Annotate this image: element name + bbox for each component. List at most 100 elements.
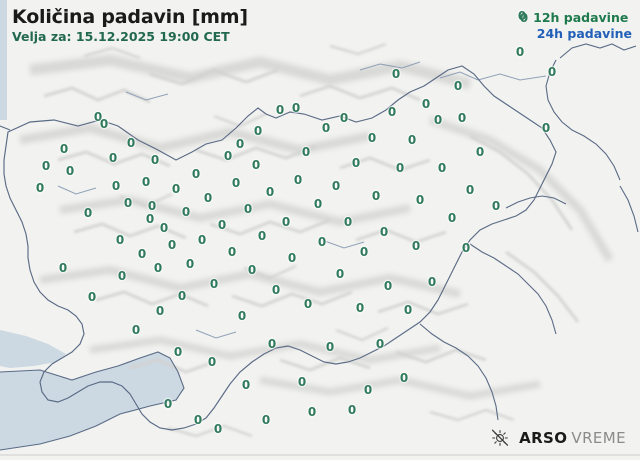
station-marker[interactable]: 0 bbox=[232, 177, 240, 189]
station-marker[interactable]: 0 bbox=[36, 182, 44, 194]
station-marker[interactable]: 0 bbox=[218, 219, 226, 231]
station-marker[interactable]: 0 bbox=[192, 168, 200, 180]
station-marker[interactable]: 0 bbox=[392, 68, 400, 80]
station-marker[interactable]: 0 bbox=[168, 239, 176, 251]
station-marker[interactable]: 0 bbox=[302, 146, 310, 158]
station-marker[interactable]: 0 bbox=[154, 262, 162, 274]
station-marker[interactable]: 0 bbox=[344, 216, 352, 228]
station-marker[interactable]: 0 bbox=[422, 98, 430, 110]
station-marker[interactable]: 0 bbox=[132, 324, 140, 336]
station-marker[interactable]: 0 bbox=[42, 160, 50, 172]
station-marker[interactable]: 0 bbox=[466, 184, 474, 196]
station-marker[interactable]: 0 bbox=[380, 226, 388, 238]
station-marker[interactable]: 0 bbox=[88, 291, 96, 303]
station-marker[interactable]: 0 bbox=[59, 262, 67, 274]
station-marker[interactable]: 0 bbox=[164, 398, 172, 410]
station-marker[interactable]: 0 bbox=[210, 278, 218, 290]
station-marker[interactable]: 0 bbox=[364, 384, 372, 396]
station-marker[interactable]: 0 bbox=[348, 404, 356, 416]
station-marker[interactable]: 0 bbox=[258, 230, 266, 242]
station-marker[interactable]: 0 bbox=[242, 379, 250, 391]
station-marker[interactable]: 0 bbox=[276, 104, 284, 116]
station-marker[interactable]: 0 bbox=[156, 305, 164, 317]
station-marker[interactable]: 0 bbox=[272, 284, 280, 296]
station-marker[interactable]: 0 bbox=[542, 122, 550, 134]
station-marker[interactable]: 0 bbox=[288, 252, 296, 264]
station-marker[interactable]: 0 bbox=[518, 10, 526, 22]
station-marker[interactable]: 0 bbox=[248, 264, 256, 276]
station-marker[interactable]: 0 bbox=[434, 114, 442, 126]
station-marker[interactable]: 0 bbox=[116, 234, 124, 246]
station-marker[interactable]: 0 bbox=[268, 338, 276, 350]
station-marker[interactable]: 0 bbox=[118, 270, 126, 282]
station-marker[interactable]: 0 bbox=[294, 174, 302, 186]
station-marker[interactable]: 0 bbox=[236, 138, 244, 150]
station-marker[interactable]: 0 bbox=[208, 356, 216, 368]
station-marker[interactable]: 0 bbox=[396, 162, 404, 174]
station-marker[interactable]: 0 bbox=[340, 112, 348, 124]
station-marker[interactable]: 0 bbox=[326, 341, 334, 353]
station-marker[interactable]: 0 bbox=[127, 137, 135, 149]
station-marker[interactable]: 0 bbox=[60, 143, 68, 155]
station-marker[interactable]: 0 bbox=[404, 304, 412, 316]
station-marker[interactable]: 0 bbox=[476, 146, 484, 158]
station-marker[interactable]: 0 bbox=[384, 280, 392, 292]
station-marker[interactable]: 0 bbox=[304, 298, 312, 310]
arso-vreme-logo[interactable]: ARSO VREME bbox=[490, 428, 626, 448]
station-marker[interactable]: 0 bbox=[228, 246, 236, 258]
station-marker[interactable]: 0 bbox=[388, 106, 396, 118]
station-marker[interactable]: 0 bbox=[194, 414, 202, 426]
station-marker[interactable]: 0 bbox=[160, 222, 168, 234]
station-marker[interactable]: 0 bbox=[124, 197, 132, 209]
station-marker[interactable]: 0 bbox=[252, 159, 260, 171]
station-marker[interactable]: 0 bbox=[84, 207, 92, 219]
station-marker[interactable]: 0 bbox=[66, 165, 74, 177]
station-marker[interactable]: 0 bbox=[428, 276, 436, 288]
station-marker[interactable]: 0 bbox=[148, 200, 156, 212]
station-marker[interactable]: 0 bbox=[448, 212, 456, 224]
station-marker[interactable]: 0 bbox=[416, 194, 424, 206]
station-marker[interactable]: 0 bbox=[224, 150, 232, 162]
station-marker[interactable]: 0 bbox=[151, 154, 159, 166]
station-marker[interactable]: 0 bbox=[238, 310, 246, 322]
station-marker[interactable]: 0 bbox=[458, 112, 466, 124]
station-marker[interactable]: 0 bbox=[332, 180, 340, 192]
station-marker[interactable]: 0 bbox=[254, 125, 262, 137]
station-marker[interactable]: 0 bbox=[516, 46, 524, 58]
station-marker[interactable]: 0 bbox=[408, 134, 416, 146]
station-marker[interactable]: 0 bbox=[112, 180, 120, 192]
station-marker[interactable]: 0 bbox=[492, 200, 500, 212]
station-marker[interactable]: 0 bbox=[318, 236, 326, 248]
station-marker[interactable]: 0 bbox=[352, 157, 360, 169]
station-marker[interactable]: 0 bbox=[262, 414, 270, 426]
station-marker[interactable]: 0 bbox=[244, 203, 252, 215]
station-marker[interactable]: 0 bbox=[174, 346, 182, 358]
station-marker[interactable]: 0 bbox=[336, 268, 344, 280]
station-marker[interactable]: 0 bbox=[322, 122, 330, 134]
station-marker[interactable]: 0 bbox=[198, 234, 206, 246]
station-marker[interactable]: 0 bbox=[146, 213, 154, 225]
station-marker[interactable]: 0 bbox=[356, 302, 364, 314]
station-marker[interactable]: 0 bbox=[400, 372, 408, 384]
station-marker[interactable]: 0 bbox=[454, 80, 462, 92]
station-marker[interactable]: 0 bbox=[138, 248, 146, 260]
station-marker[interactable]: 0 bbox=[376, 338, 384, 350]
station-marker[interactable]: 0 bbox=[94, 111, 102, 123]
station-marker[interactable]: 0 bbox=[372, 190, 380, 202]
station-marker[interactable]: 0 bbox=[292, 102, 300, 114]
station-marker[interactable]: 0 bbox=[438, 162, 446, 174]
station-marker[interactable]: 0 bbox=[100, 118, 108, 130]
station-marker[interactable]: 0 bbox=[298, 376, 306, 388]
station-marker[interactable]: 0 bbox=[308, 406, 316, 418]
station-marker[interactable]: 0 bbox=[368, 132, 376, 144]
station-marker[interactable]: 0 bbox=[178, 290, 186, 302]
station-marker[interactable]: 0 bbox=[204, 192, 212, 204]
station-marker[interactable]: 0 bbox=[412, 240, 420, 252]
station-marker[interactable]: 0 bbox=[172, 183, 180, 195]
station-marker[interactable]: 0 bbox=[182, 206, 190, 218]
station-marker[interactable]: 0 bbox=[360, 246, 368, 258]
station-marker[interactable]: 0 bbox=[282, 216, 290, 228]
station-marker[interactable]: 0 bbox=[214, 423, 222, 435]
station-marker[interactable]: 0 bbox=[266, 186, 274, 198]
